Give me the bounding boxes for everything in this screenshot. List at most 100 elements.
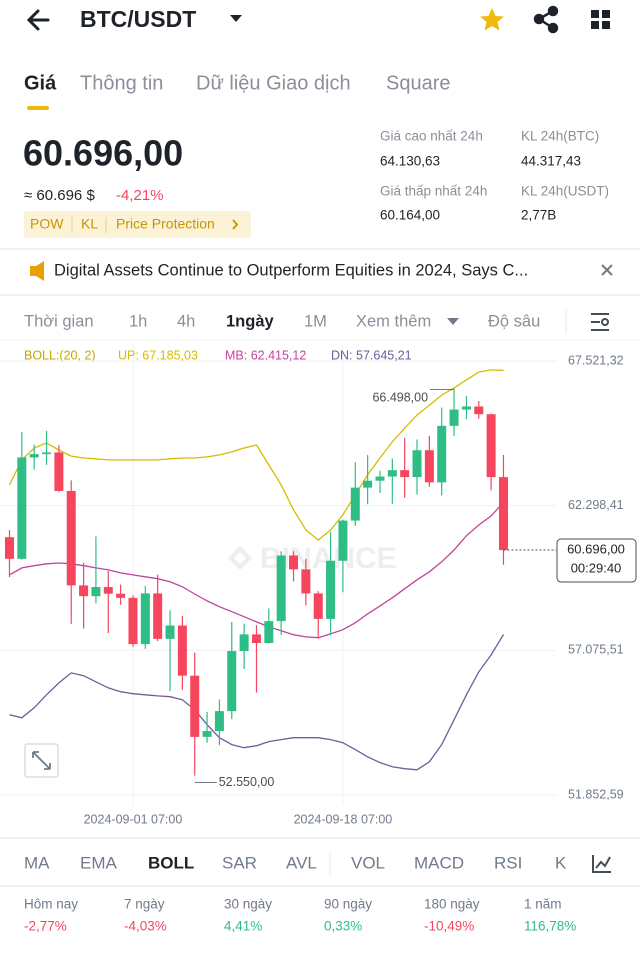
candle-body [190,675,200,737]
boll-line [8,369,504,541]
candle-body [140,593,150,645]
candle-body [54,452,64,491]
last-price-label: 60.696,00 [567,541,625,556]
boll-line [9,634,505,771]
indicator-tab[interactable]: EMA [80,853,118,872]
stat-value: 2,77B [521,208,556,223]
indicator-tab[interactable]: MA [24,853,50,872]
stat-value: 44.317,43 [521,154,581,169]
candle-body [326,560,336,619]
candle-body [387,470,397,477]
candlestick-chart: BOLL:(20, 2) BINANCE67.521,3262.298,4157… [0,345,637,826]
candle-body [66,490,76,586]
interval-more[interactable]: Xem thêm [356,312,431,330]
candle-body [202,731,212,737]
candle-body [276,555,286,622]
indicator-tab[interactable]: SAR [222,853,257,872]
stat-value: 64.130,63 [380,154,440,169]
news-headline[interactable]: Digital Assets Continue to Outperform Eq… [54,261,528,279]
interval[interactable]: 1h [129,312,147,330]
stat-label: Giá thấp nhất 24h [380,184,487,199]
indicator-tab[interactable]: AVL [286,853,317,872]
tab[interactable]: Dữ liệu Giao dịch [196,72,351,94]
candle-body [103,587,113,594]
back-button[interactable] [26,9,50,31]
legend-entry: DN: 57.645,21 [331,348,412,362]
tab[interactable]: Thông tin [80,72,163,94]
candle-body [338,520,348,561]
candle-body [91,587,101,597]
period-change: 116,78% [524,919,576,934]
candle-body [29,454,39,458]
news-icon [30,261,44,281]
y-tick-label: 62.298,41 [568,498,624,512]
fullscreen-button[interactable] [24,743,59,778]
indicator-tabs: MA EMA BOLL SAR AVL VOL MACD RSI K [24,853,567,872]
interval[interactable]: 4h [177,312,195,330]
candle-body [301,569,311,594]
stat-label: KL 24h(BTC) [521,129,599,144]
last-price-box [556,538,637,583]
candle-body [486,414,496,478]
watermark-logo [228,546,252,570]
tag[interactable]: KL [81,216,98,232]
boll-line [9,501,504,639]
period-change: -4,03% [124,919,167,934]
candle-body [42,452,52,455]
interval[interactable]: 1M [304,312,327,330]
stat-value: 60.164,00 [380,208,440,223]
tab[interactable]: Giá [24,72,57,94]
news-close[interactable] [601,264,613,276]
period-label: Hôm nay [24,897,78,912]
candle-body [437,425,447,483]
candle-body [128,597,138,645]
candle-body [474,406,484,415]
legend-entry: UP: 67.185,03 [118,348,198,362]
pair-title[interactable]: BTC/USDT [80,6,196,32]
indicator-tab[interactable]: K [555,853,567,872]
candle-body [239,634,249,652]
x-tick-label: 2024-09-18 07:00 [294,812,393,826]
x-tick-label: 2024-09-01 07:00 [84,812,183,826]
indicator-tab[interactable]: VOL [351,853,385,872]
tag[interactable]: Price Protection [116,216,215,232]
candle-body [313,593,323,619]
period-label: 90 ngày [324,897,372,912]
approx-price: ≈ 60.696 $ [24,187,95,204]
indicator-settings[interactable] [592,855,611,873]
indicator-tab[interactable]: BOLL [148,853,194,872]
indicator-tab[interactable]: RSI [494,853,522,872]
indicator-tab[interactable]: MACD [414,853,464,872]
interval[interactable]: Thời gian [24,312,94,330]
layout-button[interactable] [591,10,610,29]
candle-body [363,480,373,488]
candle-body [375,476,385,481]
chart-settings[interactable] [591,313,609,331]
candle-body [461,406,471,410]
period-label: 180 ngày [424,897,480,912]
candle-body [424,450,434,483]
tab[interactable]: Square [386,72,451,94]
candle-body [264,621,274,643]
interval[interactable]: Độ sâu [488,312,540,330]
pair-dropdown[interactable] [230,15,242,22]
more-caret [447,318,459,325]
legend-entry: MB: 62.415,12 [225,348,306,362]
candle-body [79,585,89,597]
countdown: 00:29:40 [571,560,622,575]
share-button[interactable] [533,5,559,34]
y-tick-label: 57.075,51 [568,643,624,657]
annotation-label: 52.550,00 [219,775,275,789]
tag-bar [24,211,251,238]
candle-body [4,537,14,559]
candle-body [289,555,299,570]
tag[interactable]: POW [30,216,64,232]
interval-active[interactable]: 1ngày [226,312,275,330]
candle-body [165,625,175,639]
period-label: 1 năm [524,897,562,912]
y-tick-label: 67.521,32 [568,353,624,367]
stat-label: KL 24h(USDT) [521,184,609,199]
candle-body [251,634,261,643]
favorite-star[interactable] [480,8,504,31]
